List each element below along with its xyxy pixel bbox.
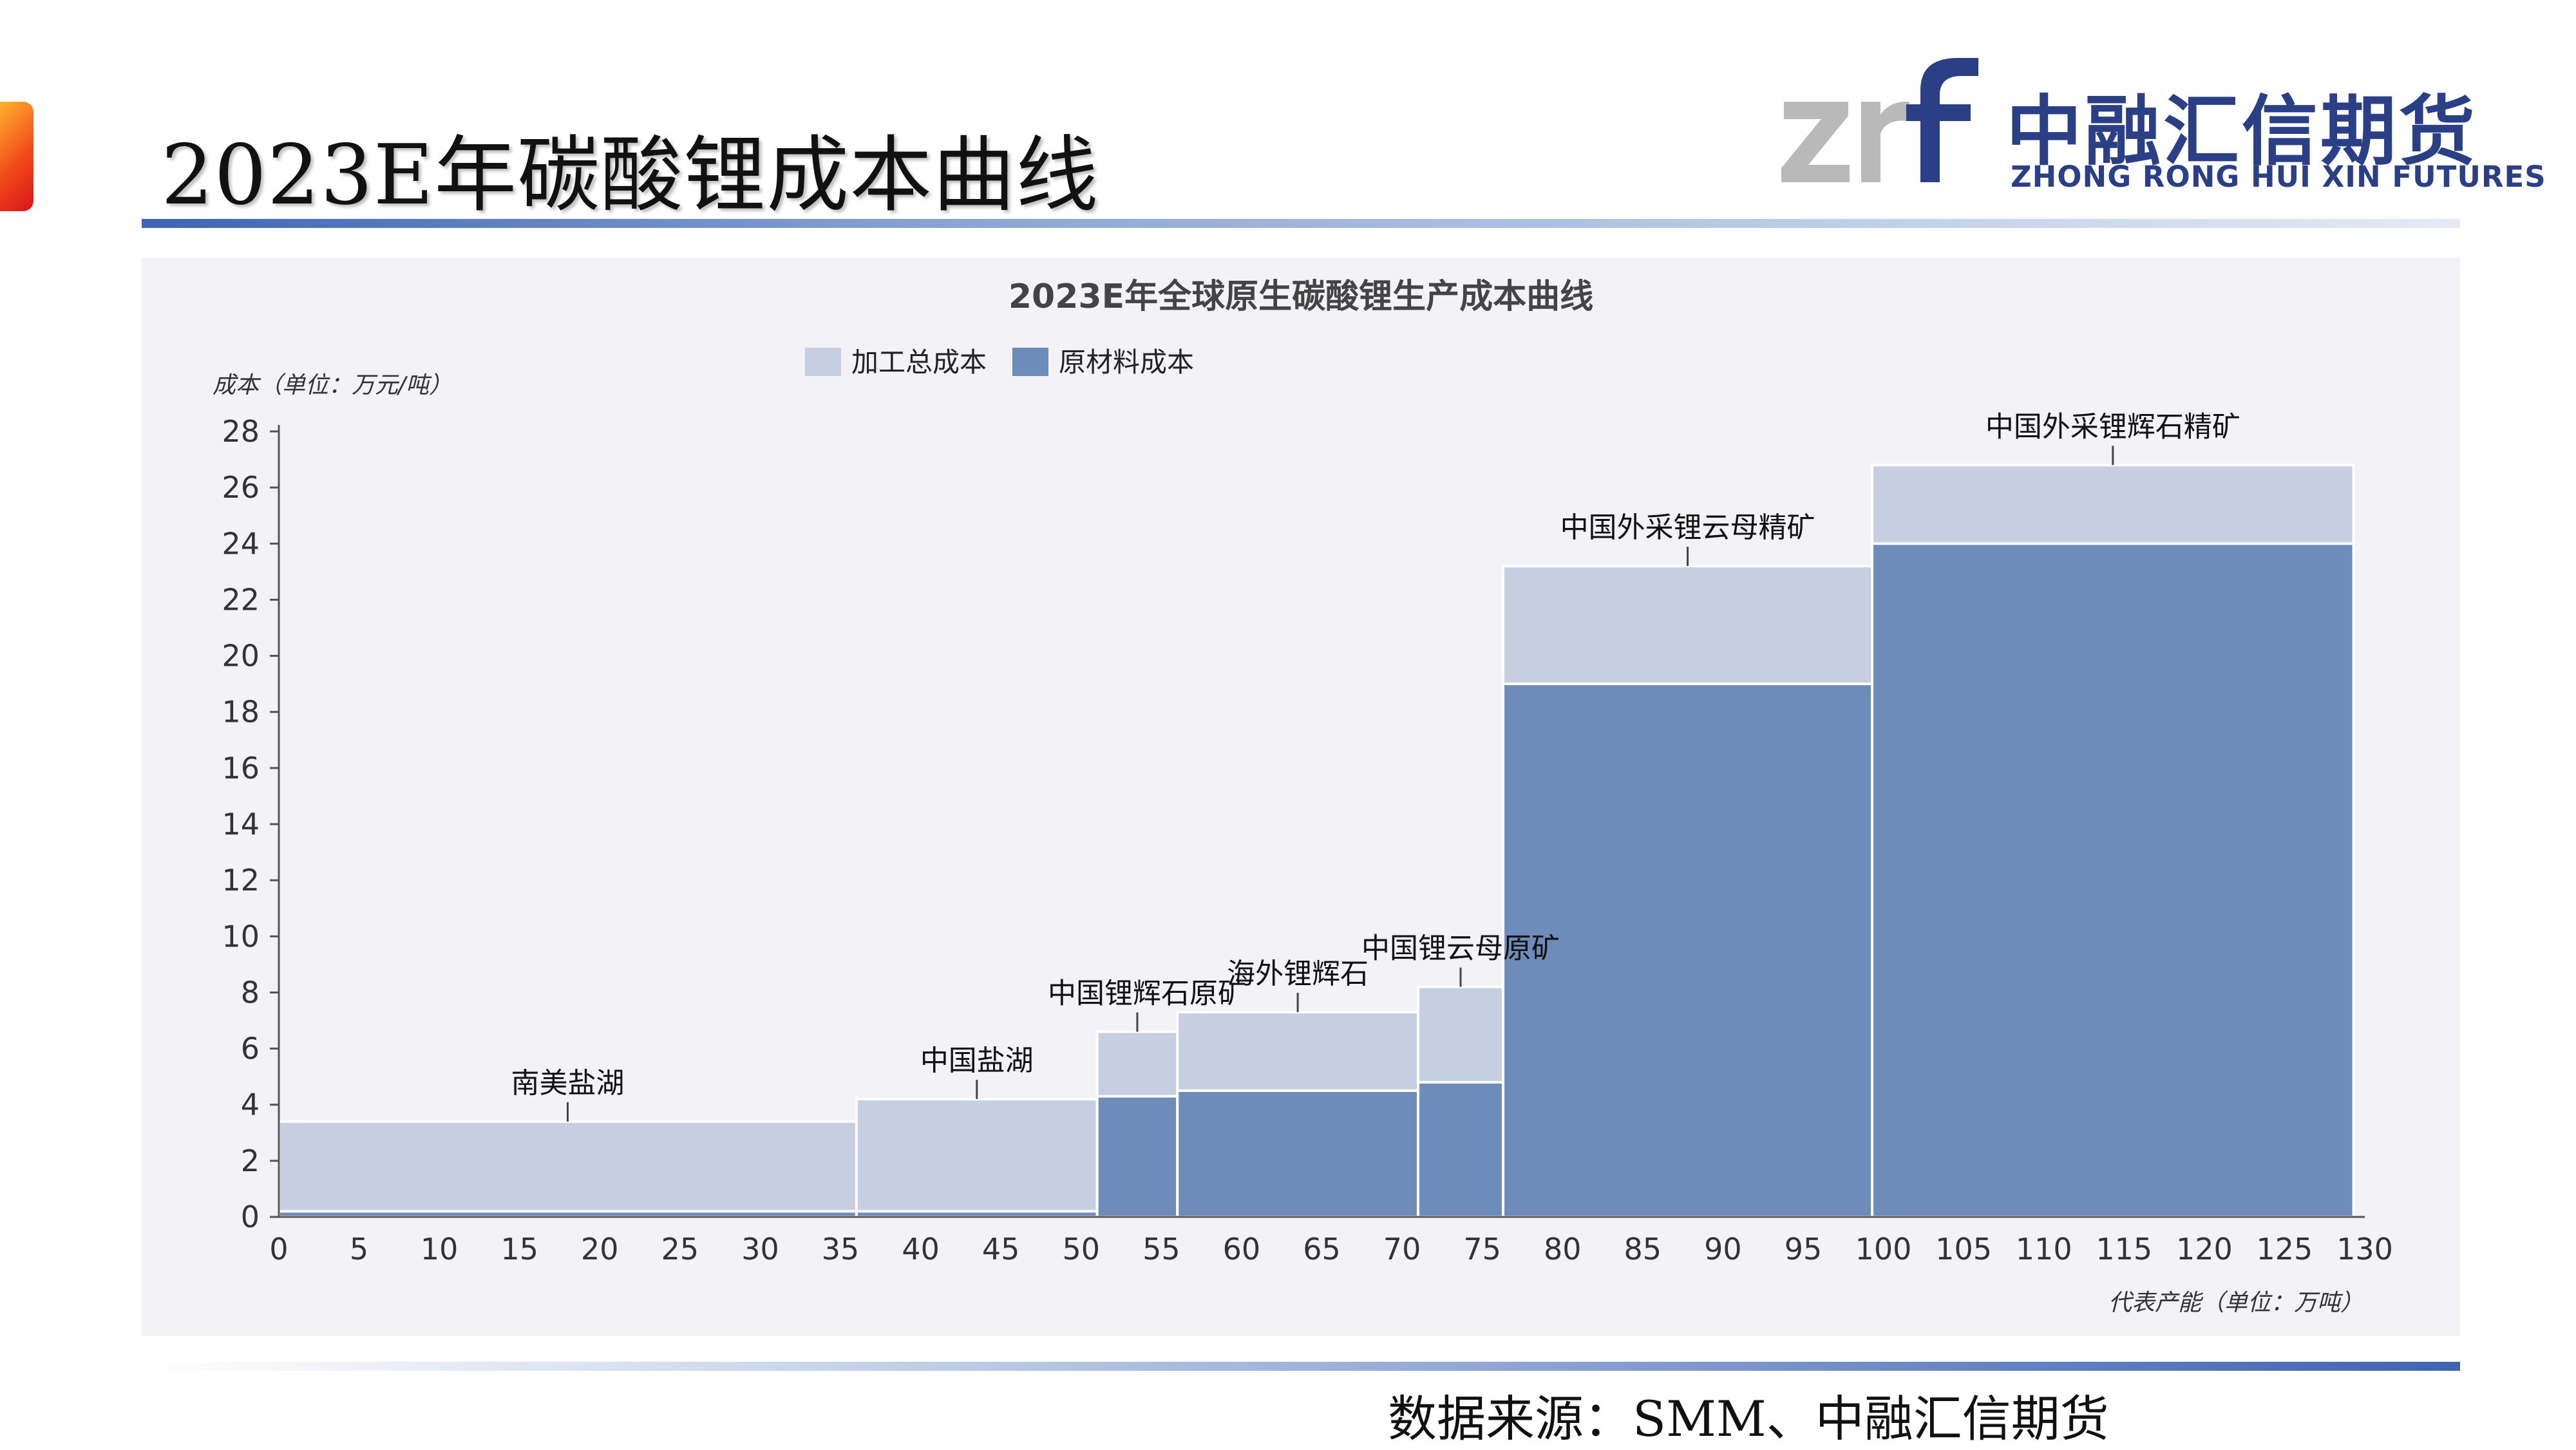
x-tick-label: 0: [269, 1232, 288, 1266]
x-axis-label: 代表产能（单位：万吨）: [2108, 1290, 2363, 1316]
page-title: 2023E年碳酸锂成本曲线: [161, 127, 1099, 223]
bar-processing-1: [278, 1120, 858, 1219]
x-tick-label: 65: [1303, 1232, 1341, 1266]
x-tick-label: 125: [2257, 1232, 2313, 1266]
y-tick-label: 16: [222, 751, 260, 786]
x-tick-label: 100: [1855, 1232, 1912, 1266]
y-tick-label: 4: [241, 1088, 260, 1122]
logo-english-name: ZHONG RONG HUI XIN FUTURES: [2011, 160, 2546, 194]
x-tick-label: 55: [1142, 1232, 1180, 1266]
x-tick-label: 50: [1062, 1232, 1100, 1266]
y-tick-label: 0: [241, 1200, 260, 1234]
bar-raw-material-3: [1095, 1095, 1179, 1218]
chart-title: 2023E年全球原生碳酸锂生产成本曲线: [1009, 278, 1593, 316]
legend-swatch-2: [1012, 348, 1048, 376]
x-tick-label: 85: [1624, 1232, 1662, 1266]
y-tick-label: 24: [222, 526, 260, 561]
segment-label-5: 中国锂云母原矿: [1361, 932, 1560, 965]
y-tick-label: 6: [241, 1031, 260, 1066]
x-tick-label: 75: [1463, 1232, 1501, 1266]
header-divider: [142, 219, 2460, 228]
x-tick-label: 120: [2176, 1232, 2233, 1266]
x-tick-label: 80: [1544, 1232, 1582, 1266]
y-tick-label: 26: [222, 470, 260, 505]
data-source-note: 数据来源：SMM、中融汇信期货: [1388, 1390, 2109, 1447]
bar-raw-material-7: [1871, 542, 2355, 1218]
legend-label-1: 加工总成本: [851, 346, 987, 378]
footer-divider: [142, 1362, 2460, 1371]
segment-label-4: 海外锂辉石: [1227, 957, 1368, 990]
y-tick-label: 2: [241, 1144, 260, 1178]
x-tick-label: 130: [2336, 1232, 2393, 1266]
x-tick-label: 45: [982, 1232, 1020, 1266]
bar-raw-material-5: [1416, 1080, 1505, 1219]
y-tick-label: 10: [222, 919, 260, 954]
bar-raw-material-6: [1502, 683, 1874, 1218]
x-tick-label: 30: [741, 1232, 779, 1266]
bar-raw-material-4: [1176, 1089, 1419, 1219]
bar-processing-2: [855, 1098, 1099, 1218]
segment-label-1: 南美盐湖: [511, 1067, 624, 1100]
segment-label-7: 中国外采锂辉石精矿: [1985, 410, 2240, 443]
x-tick-label: 60: [1223, 1232, 1261, 1266]
x-tick-label: 15: [500, 1232, 538, 1266]
x-tick-label: 35: [822, 1232, 860, 1266]
company-logo: 中融汇信期货 ZHONG RONG HUI XIN FUTURES: [1777, 50, 2546, 198]
logo-chinese-name: 中融汇信期货: [2006, 87, 2478, 176]
y-tick-label: 14: [222, 807, 260, 842]
legend-swatch-1: [805, 348, 841, 376]
segment-label-6: 中国外采锂云母精矿: [1560, 511, 1815, 544]
y-axis-label: 成本（单位：万元/吨）: [213, 372, 452, 399]
x-tick-label: 5: [350, 1232, 368, 1266]
title-accent-tab: [0, 102, 33, 211]
x-tick-label: 25: [661, 1232, 699, 1266]
y-tick-label: 8: [241, 975, 260, 1010]
x-tick-label: 10: [421, 1232, 459, 1266]
y-tick-label: 28: [222, 414, 260, 449]
x-tick-label: 115: [2096, 1232, 2152, 1266]
x-tick-label: 110: [2016, 1232, 2072, 1266]
legend-label-2: 原材料成本: [1059, 346, 1194, 378]
x-tick-label: 70: [1383, 1232, 1421, 1266]
y-tick-label: 22: [222, 582, 260, 617]
chart-panel: 2023E年全球原生碳酸锂生产成本曲线 加工总成本 原材料成本成本（单位：万元/吨）…: [142, 258, 2460, 1336]
y-tick-label: 20: [222, 639, 260, 673]
x-tick-label: 90: [1704, 1232, 1742, 1266]
x-tick-label: 20: [581, 1232, 619, 1266]
y-tick-label: 12: [222, 863, 260, 898]
segment-label-3: 中国锂辉石原矿: [1048, 977, 1246, 1010]
segment-label-2: 中国盐湖: [920, 1044, 1034, 1077]
zrf-logo-mark: [1781, 58, 1978, 182]
x-tick-label: 95: [1785, 1232, 1823, 1266]
y-tick-label: 18: [222, 695, 260, 730]
x-tick-label: 40: [902, 1232, 940, 1266]
x-tick-label: 105: [1935, 1232, 1992, 1266]
